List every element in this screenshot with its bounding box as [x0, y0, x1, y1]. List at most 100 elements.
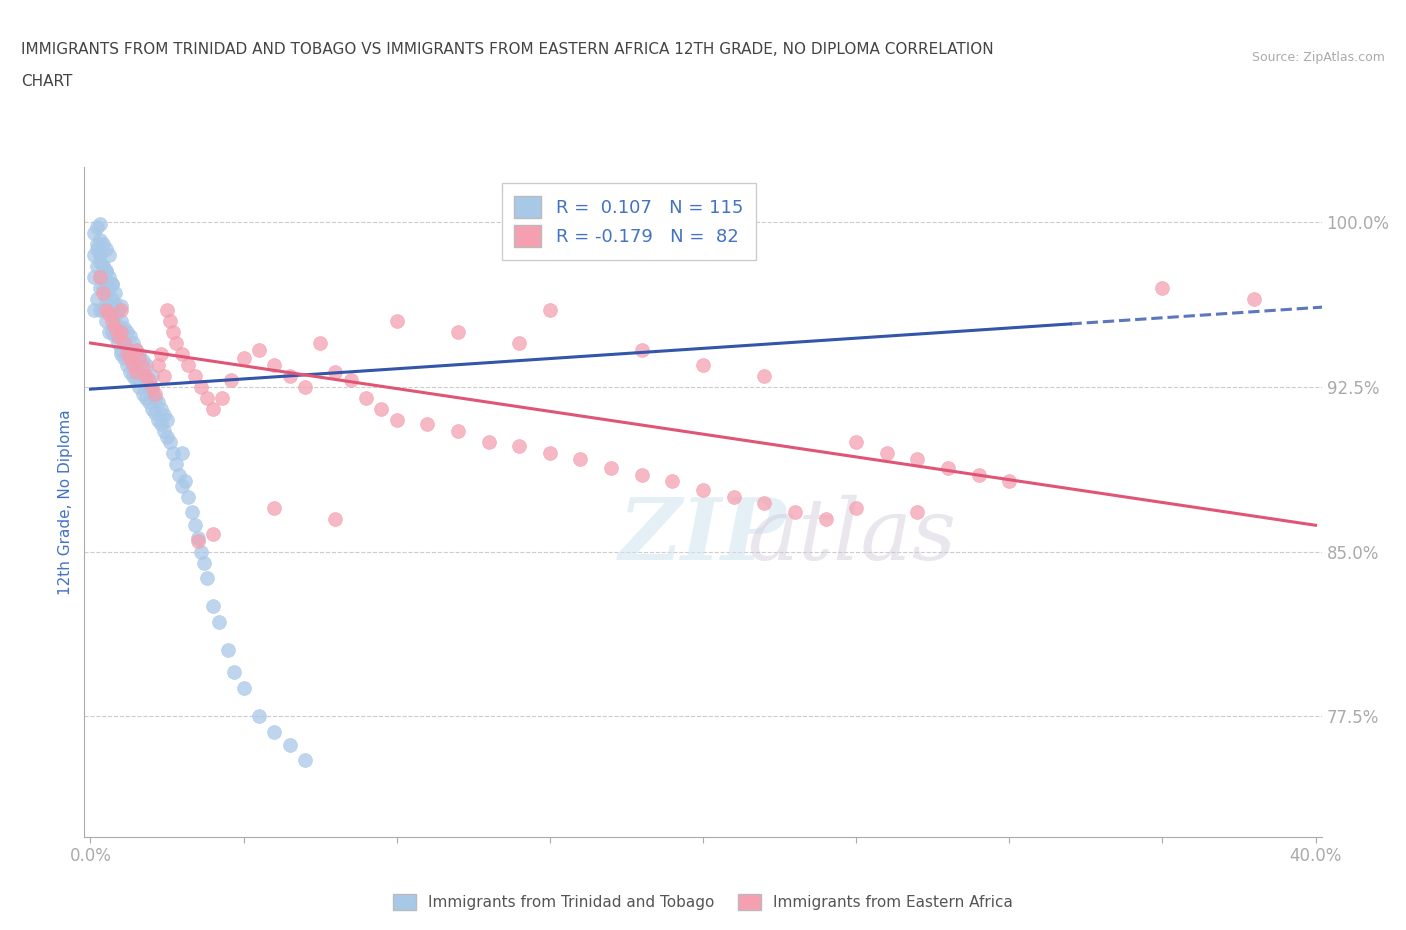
Point [187, 531, 209, 546]
Point [692, 483, 714, 498]
Point [165, 336, 187, 351]
Point [153, 368, 176, 383]
Point [141, 384, 163, 399]
Point [91, 286, 114, 300]
Point [128, 365, 150, 379]
Point [112, 336, 135, 351]
Point [89, 302, 111, 317]
Point [149, 417, 172, 432]
Point [97, 299, 120, 313]
Point [89, 270, 111, 285]
Point [905, 505, 928, 520]
Point [416, 417, 439, 432]
Point [86, 259, 108, 273]
Point [107, 320, 129, 335]
Point [208, 615, 231, 630]
Point [153, 408, 176, 423]
Point [146, 412, 169, 427]
Text: CHART: CHART [21, 74, 73, 89]
Text: IMMIGRANTS FROM TRINIDAD AND TOBAGO VS IMMIGRANTS FROM EASTERN AFRICA 12TH GRADE: IMMIGRANTS FROM TRINIDAD AND TOBAGO VS I… [21, 42, 994, 57]
Point [180, 505, 202, 520]
Point [89, 270, 111, 285]
Point [112, 351, 135, 365]
Point [107, 329, 129, 344]
Point [172, 347, 194, 362]
Point [165, 457, 187, 472]
Legend: Immigrants from Trinidad and Tobago, Immigrants from Eastern Africa: Immigrants from Trinidad and Tobago, Imm… [385, 886, 1021, 918]
Point [162, 445, 184, 460]
Point [97, 247, 120, 262]
Point [131, 360, 153, 375]
Point [508, 336, 530, 351]
Point [97, 281, 120, 296]
Point [340, 373, 363, 388]
Point [101, 276, 124, 291]
Point [89, 217, 111, 232]
Point [156, 430, 179, 445]
Point [201, 526, 224, 541]
Point [110, 329, 132, 344]
Point [998, 474, 1021, 489]
Point [478, 434, 501, 449]
Point [104, 286, 127, 300]
Point [104, 320, 127, 335]
Point [211, 391, 233, 405]
Point [125, 357, 148, 372]
Point [508, 439, 530, 454]
Point [278, 368, 301, 383]
Point [101, 302, 124, 317]
Point [141, 379, 163, 394]
Point [936, 460, 959, 475]
Point [754, 368, 776, 383]
Point [91, 237, 114, 252]
Text: ZIP: ZIP [619, 494, 787, 578]
Point [120, 329, 142, 344]
Point [876, 445, 898, 460]
Point [309, 336, 332, 351]
Point [131, 368, 153, 383]
Point [177, 357, 200, 372]
Point [183, 368, 205, 383]
Point [110, 325, 132, 339]
Point [122, 336, 145, 351]
Point [89, 281, 111, 296]
Point [101, 325, 124, 339]
Point [149, 347, 172, 362]
Point [89, 255, 111, 270]
Point [159, 313, 181, 328]
Point [101, 313, 124, 328]
Point [143, 391, 166, 405]
Point [247, 342, 270, 357]
Point [661, 474, 683, 489]
Point [86, 219, 108, 234]
Point [692, 357, 714, 372]
Point [86, 237, 108, 252]
Point [141, 402, 163, 417]
Point [128, 351, 150, 365]
Point [94, 263, 117, 278]
Point [159, 434, 181, 449]
Point [128, 347, 150, 362]
Point [91, 270, 114, 285]
Point [967, 467, 990, 482]
Text: Source: ZipAtlas.com: Source: ZipAtlas.com [1251, 51, 1385, 64]
Point [325, 365, 347, 379]
Point [135, 373, 157, 388]
Point [538, 445, 561, 460]
Point [232, 351, 254, 365]
Point [125, 342, 148, 357]
Point [89, 247, 111, 262]
Point [172, 478, 194, 493]
Point [104, 313, 127, 328]
Point [263, 500, 285, 515]
Point [101, 292, 124, 307]
Point [232, 680, 254, 695]
Point [141, 368, 163, 383]
Point [104, 307, 127, 322]
Point [174, 474, 197, 489]
Point [101, 307, 124, 322]
Point [723, 489, 745, 504]
Point [569, 452, 592, 467]
Point [153, 423, 176, 438]
Point [146, 357, 169, 372]
